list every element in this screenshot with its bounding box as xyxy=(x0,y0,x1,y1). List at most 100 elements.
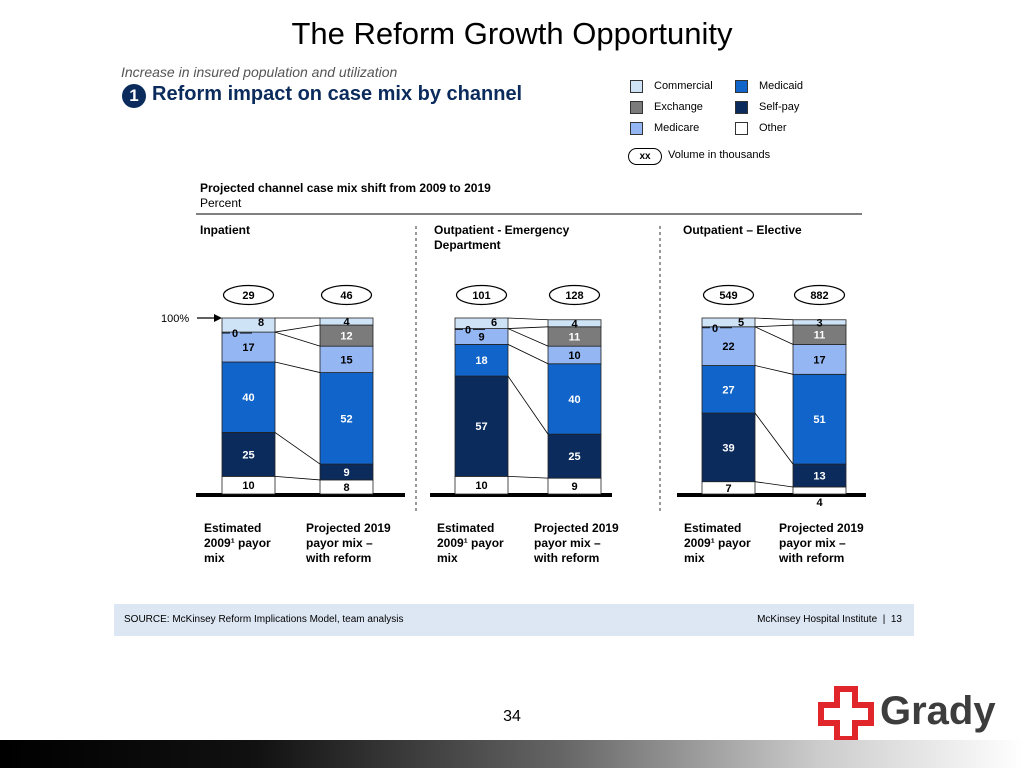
bar-category-label: mix xyxy=(204,551,225,565)
data-label: 4 xyxy=(571,318,578,330)
volume-oval xyxy=(548,284,601,306)
connector-line xyxy=(274,432,321,465)
bar-category-label: payor mix – xyxy=(534,536,601,550)
source-bar: SOURCE: McKinsey Reform Implications Mod… xyxy=(114,604,914,636)
bar-segment xyxy=(454,343,509,377)
data-label: 0 xyxy=(465,325,471,337)
connector-line xyxy=(274,324,321,333)
legend-swatch xyxy=(735,80,748,93)
data-label: 7 xyxy=(725,483,731,495)
connector-line xyxy=(754,481,794,488)
data-label: 9 xyxy=(343,467,349,479)
data-label: 0 xyxy=(232,328,238,340)
volume-oval xyxy=(222,284,275,306)
source-text: SOURCE: McKinsey Reform Implications Mod… xyxy=(124,614,404,625)
panel-title: Outpatient - Emergency xyxy=(434,223,570,237)
kicker-text: Increase in insured population and utili… xyxy=(121,64,398,80)
bar-category-label: 2009¹ payor xyxy=(204,536,271,550)
grady-logo-text: Grady xyxy=(880,689,996,733)
volume-label: 882 xyxy=(810,290,828,302)
connector-line xyxy=(754,326,794,345)
stacked-bar-chart: 100%Inpatient102540178029Estimated2009¹ … xyxy=(161,213,866,565)
bar-segment xyxy=(792,486,847,495)
bar-segment xyxy=(221,361,276,433)
data-label: 10 xyxy=(568,350,580,362)
bar-segment xyxy=(701,317,756,328)
connector-line xyxy=(507,326,549,329)
bar-segment xyxy=(792,319,847,326)
bar-segment xyxy=(454,317,509,329)
bar-category-label: Estimated xyxy=(684,521,741,535)
data-label: 10 xyxy=(475,480,487,492)
data-label: 8 xyxy=(258,317,264,329)
data-label: 4 xyxy=(343,317,350,329)
data-label: 5 xyxy=(738,317,744,329)
legend-swatch xyxy=(735,122,748,135)
connector-line xyxy=(754,317,794,321)
data-label: 18 xyxy=(475,355,487,367)
connector-line xyxy=(274,331,321,347)
volume-label: 46 xyxy=(340,290,352,302)
panel-title: Department xyxy=(434,238,501,252)
data-label: 13 xyxy=(813,471,825,483)
footer-band xyxy=(0,740,1024,768)
bar-segment xyxy=(547,319,602,328)
bar-category-label: with reform xyxy=(778,551,844,565)
legend-swatch xyxy=(735,101,748,114)
data-label: 39 xyxy=(722,442,734,454)
connector-line xyxy=(507,476,549,479)
data-label: 9 xyxy=(571,481,577,493)
bar-segment xyxy=(221,331,276,363)
bar-category-label: Estimated xyxy=(204,521,261,535)
data-label: 25 xyxy=(242,449,254,461)
legend-swatch xyxy=(630,101,643,114)
data-label: 8 xyxy=(343,482,349,494)
bar-segment xyxy=(454,375,509,477)
data-label: 57 xyxy=(475,421,487,433)
data-label: 22 xyxy=(722,341,734,353)
bar-segment xyxy=(792,343,847,375)
connector-line xyxy=(754,324,794,328)
bar-category-label: mix xyxy=(684,551,705,565)
bar-segment xyxy=(221,431,276,477)
volume-key-label: Volume in thousands xyxy=(668,149,771,161)
volume-oval xyxy=(793,284,846,306)
data-label: 40 xyxy=(568,394,580,406)
data-label: 17 xyxy=(242,342,254,354)
chart-title: Projected channel case mix shift from 20… xyxy=(200,181,491,195)
volume-oval xyxy=(702,284,755,306)
data-label: 27 xyxy=(722,384,734,396)
volume-label: 101 xyxy=(472,290,490,302)
data-label: 40 xyxy=(242,392,254,404)
slide-title: The Reform Growth Opportunity xyxy=(291,16,733,51)
bar-category-label: payor mix – xyxy=(306,536,373,550)
data-label: 0 xyxy=(712,323,718,335)
connector-line xyxy=(507,344,549,365)
bar-category-label: Estimated xyxy=(437,521,494,535)
data-label: 6 xyxy=(491,317,497,329)
volume-label: 29 xyxy=(242,290,254,302)
panel-title: Inpatient xyxy=(200,223,250,237)
bar-category-label: Projected 2019 xyxy=(306,521,391,535)
bar-segment xyxy=(221,317,276,333)
bar-segment xyxy=(319,317,374,326)
data-label: 4 xyxy=(816,497,823,509)
connector-line xyxy=(274,476,321,481)
data-label: 11 xyxy=(814,330,826,342)
data-label: 10 xyxy=(242,480,254,492)
volume-key-oval: xx xyxy=(628,148,662,165)
bar-category-label: Projected 2019 xyxy=(534,521,619,535)
bar-category-label: mix xyxy=(437,551,458,565)
panel-title: Outpatient – Elective xyxy=(683,223,802,237)
bar-category-label: 2009¹ payor xyxy=(684,536,751,550)
connector-line xyxy=(507,317,549,321)
bar-category-label: payor mix – xyxy=(779,536,846,550)
bar-category-label: Projected 2019 xyxy=(779,521,864,535)
connector-line xyxy=(507,375,549,435)
volume-oval xyxy=(320,284,373,306)
bar-category-label: with reform xyxy=(533,551,599,565)
chart-subtitle: Reform impact on case mix by channel xyxy=(152,83,523,105)
reference-arrowhead xyxy=(214,314,222,322)
data-label: 17 xyxy=(813,354,825,366)
connector-line xyxy=(274,361,321,373)
